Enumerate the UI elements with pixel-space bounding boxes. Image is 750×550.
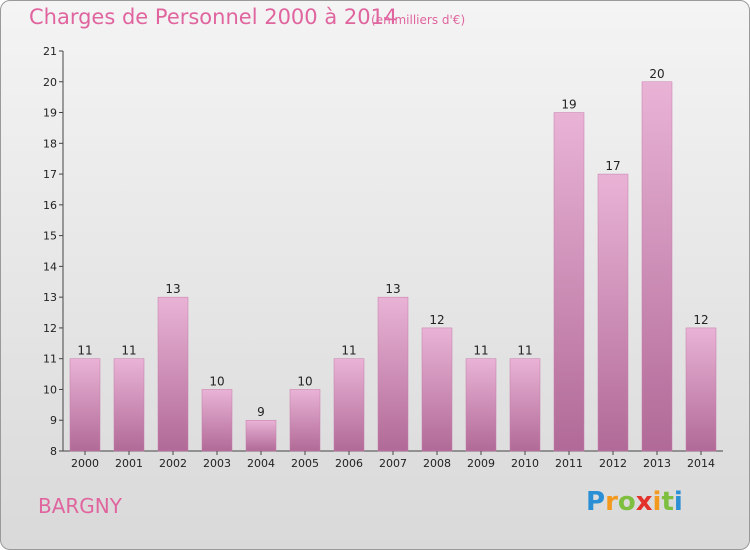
x-tick-label: 2003 [203,457,231,470]
x-tick-label: 2006 [335,457,363,470]
bar [245,419,277,452]
bar [289,389,321,452]
commune-name: BARGNY [38,494,122,518]
x-tick-label: 2004 [247,457,275,470]
x-tick-label: 2013 [643,457,671,470]
x-tick-label: 2002 [159,457,187,470]
y-tick-label: 11 [43,353,57,366]
bar [113,358,145,452]
bar [685,327,717,452]
chart-subtitle: (en milliers d'€) [371,13,466,27]
y-tick-label: 8 [50,445,57,458]
y-tick-label: 16 [43,199,57,212]
x-tick-label: 2014 [687,457,715,470]
bar-value-label: 20 [649,67,664,81]
bar [553,112,585,452]
chart-title: Charges de Personnel 2000 à 2014 [29,5,398,29]
logo-letter: o [617,487,636,517]
logo-letter: i [652,487,662,517]
x-tick-label: 2001 [115,457,143,470]
y-tick-label: 10 [43,383,57,396]
x-tick-label: 2010 [511,457,539,470]
x-tick-label: 2008 [423,457,451,470]
bar [157,296,189,452]
bar-value-label: 11 [121,344,136,358]
logo-letter: x [635,487,653,517]
bar-value-label: 13 [165,282,180,296]
bar-value-label: 12 [429,313,444,327]
bar [597,173,629,452]
bar [509,358,541,452]
y-tick-label: 15 [43,230,57,243]
bar [465,358,497,452]
x-tick-label: 2012 [599,457,627,470]
bar-value-label: 19 [561,98,576,112]
y-tick-label: 20 [43,76,57,89]
bar-value-label: 11 [77,344,92,358]
y-tick-label: 14 [43,260,57,273]
logo-letter: P [586,487,606,517]
y-tick-label: 13 [43,291,57,304]
bar-value-label: 17 [605,159,620,173]
y-tick-label: 9 [50,414,57,427]
y-tick-label: 21 [43,45,57,58]
bar-value-label: 10 [297,374,312,388]
bar [333,358,365,452]
bar-value-label: 10 [209,374,224,388]
logo-letter: t [661,487,674,517]
bar [69,358,101,452]
bar [421,327,453,452]
bar-value-label: 13 [385,282,400,296]
y-tick-label: 17 [43,168,57,181]
x-tick-label: 2005 [291,457,319,470]
x-tick-label: 2009 [467,457,495,470]
bar [641,81,673,452]
x-tick-label: 2007 [379,457,407,470]
logo-letter: i [673,487,683,517]
bar-value-label: 11 [517,344,532,358]
x-tick-label: 2000 [71,457,99,470]
bar-value-label: 9 [257,405,265,419]
bar-value-label: 12 [693,313,708,327]
logo-letter: r [605,487,618,517]
bar-value-label: 11 [473,344,488,358]
bar-value-label: 11 [341,344,356,358]
bar [377,296,409,452]
x-tick-label: 2011 [555,457,583,470]
y-tick-label: 19 [43,107,57,120]
proxiti-logo: Proxiti [586,487,683,517]
y-tick-label: 18 [43,137,57,150]
bar [201,389,233,452]
y-tick-label: 12 [43,322,57,335]
